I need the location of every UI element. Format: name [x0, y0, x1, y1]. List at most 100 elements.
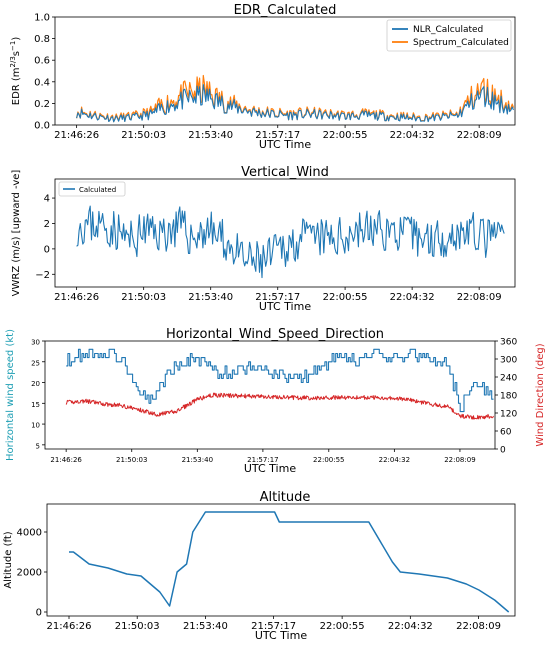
x-tick-label: 22:00:55: [323, 292, 368, 303]
edr-y-label-sup: 2/3: [9, 56, 17, 67]
x-tick-label: 22:00:55: [320, 621, 365, 632]
hw-plot-area: [44, 340, 496, 450]
y-tick-label: 0: [500, 446, 506, 456]
vw-plot-area: [54, 178, 516, 288]
edr-legend: NLR_Calculated Spectrum_Calculated: [386, 19, 512, 52]
vw-y-label: VWRZ (m/s) [upward -ve]: [11, 170, 22, 297]
y-tick-label: 0.6: [34, 56, 50, 67]
series-line-altitude: [69, 511, 510, 613]
vw-title: Vertical_Wind: [241, 165, 329, 180]
series-line-nlr-calculated: [76, 84, 515, 123]
x-tick-label: 21:46:26: [50, 456, 82, 464]
hw-left-y-ticks: 5 10 15 20 25 30: [31, 339, 45, 450]
y-tick-label: 0.4: [34, 77, 50, 88]
x-tick-label: 21:50:03: [121, 292, 166, 303]
x-tick-label: 22:08:09: [457, 130, 502, 141]
vertical-wind-chart: Vertical_Wind −2 0 2 4 21:46:26 21:50:03 21:5…: [11, 165, 516, 313]
hw-x-ticks: 21:46:26 21:50:03 21:53:40 21:57:17 22:00:55…: [50, 449, 476, 464]
x-tick-label: 21:57:17: [255, 130, 300, 141]
legend-label-spectrum: Spectrum_Calculated: [413, 38, 509, 48]
x-tick-label: 21:46:26: [47, 621, 92, 632]
hw-series-lines: [65, 348, 494, 420]
edr-chart: EDR_Calculated 0.0 0.2 0.4 0.6 0.8 1.0 21:46:…: [9, 3, 516, 151]
alt-x-label: UTC Time: [255, 629, 307, 642]
edr-y-label-part: ): [11, 37, 22, 41]
vw-series-lines: [76, 205, 505, 279]
legend-label-calculated: Calculated: [79, 186, 116, 194]
alt-y-ticks: 0 2000 4000: [17, 528, 47, 619]
y-tick-label: 15: [31, 401, 40, 409]
x-tick-label: 21:57:17: [247, 456, 278, 464]
x-tick-label: 22:08:09: [456, 621, 501, 632]
y-tick-label: 20: [31, 380, 40, 388]
x-tick-label: 21:57:17: [255, 292, 300, 303]
y-tick-label: 60: [500, 428, 512, 438]
x-tick-label: 22:04:32: [390, 130, 435, 141]
y-tick-label: 25: [31, 359, 40, 367]
y-tick-label: 240: [500, 374, 517, 384]
alt-y-label: Altitude (ft): [3, 531, 14, 588]
y-tick-label: −2: [35, 270, 50, 281]
edr-plot-area: [54, 16, 516, 126]
y-tick-label: 2: [44, 219, 50, 230]
x-tick-label: 22:04:32: [388, 621, 433, 632]
y-tick-label: 1.0: [34, 13, 50, 24]
altitude-chart: Altitude 0 2000 4000 21:46:26 21:50:03 21:53…: [3, 490, 516, 642]
hw-right-y-ticks: 0 60 120 180 240 300 360: [495, 338, 517, 456]
edr-y-label-part: EDR (m: [11, 67, 22, 105]
y-tick-label: 0.0: [34, 121, 50, 132]
vw-x-ticks: 21:46:26 21:50:03 21:53:40 21:57:17 22:00:55…: [54, 287, 502, 303]
y-tick-label: 120: [500, 410, 517, 420]
y-tick-label: 10: [31, 422, 40, 430]
x-tick-label: 22:00:55: [323, 130, 368, 141]
vw-y-ticks: −2 0 2 4: [35, 194, 55, 281]
series-line-calculated: [76, 205, 505, 279]
edr-y-label-part: s: [11, 51, 22, 56]
vw-x-label: UTC Time: [259, 300, 311, 313]
alt-series-lines: [69, 511, 510, 613]
edr-series-lines: [76, 74, 515, 123]
y-tick-label: 0.8: [34, 34, 50, 45]
y-tick-label: 2000: [17, 568, 42, 579]
y-tick-label: 0: [36, 608, 42, 619]
x-tick-label: 21:53:40: [183, 621, 228, 632]
y-tick-label: 4: [44, 194, 50, 205]
series-line-wind-speed: [66, 348, 494, 413]
edr-x-ticks: 21:46:26 21:50:03 21:53:40 21:57:17 22:00:55…: [54, 125, 502, 141]
x-tick-label: 21:50:03: [115, 621, 160, 632]
x-tick-label: 21:53:40: [188, 292, 233, 303]
hw-title: Horizontal_Wind_Speed_Direction: [166, 327, 384, 342]
x-tick-label: 22:08:09: [444, 456, 475, 464]
x-tick-label: 21:57:17: [251, 621, 296, 632]
legend-label-nlr: NLR_Calculated: [413, 25, 483, 35]
y-tick-label: 0: [44, 244, 50, 255]
x-tick-label: 21:53:40: [188, 130, 233, 141]
y-tick-label: 300: [500, 356, 517, 366]
x-tick-label: 22:04:32: [379, 456, 410, 464]
vw-legend: Calculated: [58, 181, 126, 197]
alt-title: Altitude: [260, 490, 311, 505]
edr-title: EDR_Calculated: [234, 3, 337, 18]
y-tick-label: 360: [500, 338, 517, 348]
edr-y-label: EDR (m2/3s−1): [9, 37, 22, 106]
x-tick-label: 21:50:03: [116, 456, 147, 464]
y-tick-label: 180: [500, 392, 517, 402]
x-tick-label: 21:46:26: [54, 292, 99, 303]
hw-y-label-left: Horizontal wind speed (kt): [5, 329, 16, 461]
edr-y-ticks: 0.0 0.2 0.4 0.6 0.8 1.0: [34, 13, 55, 132]
y-tick-label: 5: [36, 442, 40, 450]
x-tick-label: 22:04:32: [390, 292, 435, 303]
edr-y-label-sup: −1: [9, 41, 17, 51]
edr-x-label: UTC Time: [259, 138, 311, 151]
alt-x-ticks: 21:46:26 21:50:03 21:53:40 21:57:17 22:00:55…: [47, 616, 501, 632]
x-tick-label: 21:50:03: [121, 130, 166, 141]
y-tick-label: 0.2: [34, 99, 50, 110]
x-tick-label: 22:08:09: [457, 292, 502, 303]
x-tick-label: 21:53:40: [182, 456, 213, 464]
x-tick-label: 21:46:26: [54, 130, 99, 141]
hw-y-label-right: Wind Direction (deg): [535, 343, 546, 446]
x-tick-label: 22:00:55: [313, 456, 344, 464]
alt-plot-area: [46, 503, 516, 617]
y-tick-label: 30: [31, 339, 40, 347]
